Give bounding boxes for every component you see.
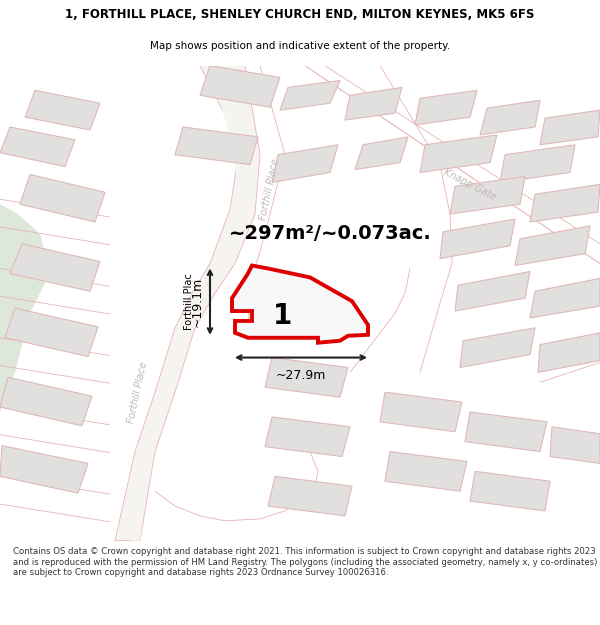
Text: Forthill Place: Forthill Place (259, 158, 281, 221)
Polygon shape (268, 476, 352, 516)
Polygon shape (200, 66, 280, 108)
Text: ~27.9m: ~27.9m (276, 369, 326, 382)
Polygon shape (455, 271, 530, 311)
Polygon shape (515, 226, 590, 266)
Text: Map shows position and indicative extent of the property.: Map shows position and indicative extent… (150, 41, 450, 51)
Text: 1: 1 (274, 302, 293, 331)
Text: Knapp Gate: Knapp Gate (442, 167, 498, 202)
Polygon shape (470, 471, 550, 511)
Polygon shape (465, 412, 547, 451)
Text: Forthill Plac: Forthill Plac (184, 273, 194, 330)
Polygon shape (265, 357, 348, 397)
Text: ~19.1m: ~19.1m (191, 276, 204, 327)
Polygon shape (0, 127, 75, 166)
Polygon shape (450, 176, 525, 214)
Polygon shape (540, 110, 600, 145)
Polygon shape (115, 66, 260, 541)
Polygon shape (130, 66, 248, 541)
Polygon shape (280, 81, 340, 110)
Polygon shape (385, 451, 467, 491)
Polygon shape (345, 88, 402, 120)
Polygon shape (530, 278, 600, 318)
Polygon shape (380, 392, 462, 432)
Polygon shape (232, 266, 368, 342)
Polygon shape (480, 100, 540, 135)
Polygon shape (248, 278, 328, 325)
Polygon shape (415, 91, 477, 125)
Polygon shape (0, 66, 50, 412)
Text: Contains OS data © Crown copyright and database right 2021. This information is : Contains OS data © Crown copyright and d… (13, 548, 598, 577)
Text: 1, FORTHILL PLACE, SHENLEY CHURCH END, MILTON KEYNES, MK5 6FS: 1, FORTHILL PLACE, SHENLEY CHURCH END, M… (65, 8, 535, 21)
Polygon shape (420, 135, 497, 172)
Text: ~297m²/~0.073ac.: ~297m²/~0.073ac. (229, 224, 431, 243)
Polygon shape (10, 244, 100, 291)
Polygon shape (5, 308, 98, 356)
Polygon shape (265, 417, 350, 456)
Polygon shape (0, 446, 88, 493)
Polygon shape (440, 219, 515, 259)
Polygon shape (175, 127, 258, 164)
Polygon shape (0, 378, 92, 426)
Text: Forthill Place: Forthill Place (127, 361, 149, 424)
Polygon shape (460, 328, 535, 367)
Polygon shape (355, 137, 408, 169)
Polygon shape (550, 427, 600, 464)
Polygon shape (500, 145, 575, 182)
Polygon shape (20, 174, 105, 222)
Polygon shape (530, 184, 600, 222)
Polygon shape (272, 145, 338, 182)
Polygon shape (538, 332, 600, 372)
Polygon shape (25, 91, 100, 130)
